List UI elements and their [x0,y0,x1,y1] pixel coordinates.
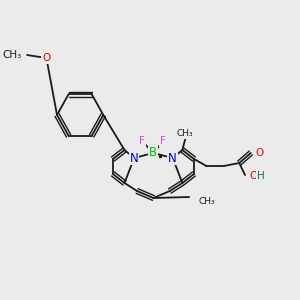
Text: H: H [256,171,264,181]
Text: N: N [168,152,177,164]
Text: CH₃: CH₃ [177,130,194,139]
Text: F: F [160,136,166,146]
Text: O: O [249,171,257,181]
Text: O: O [42,53,50,63]
Text: O: O [256,148,264,158]
Text: CH₃: CH₃ [2,50,21,60]
Text: B: B [149,146,158,160]
Text: CH₃: CH₃ [199,196,215,206]
Text: N: N [130,152,139,164]
Text: F: F [139,136,145,146]
